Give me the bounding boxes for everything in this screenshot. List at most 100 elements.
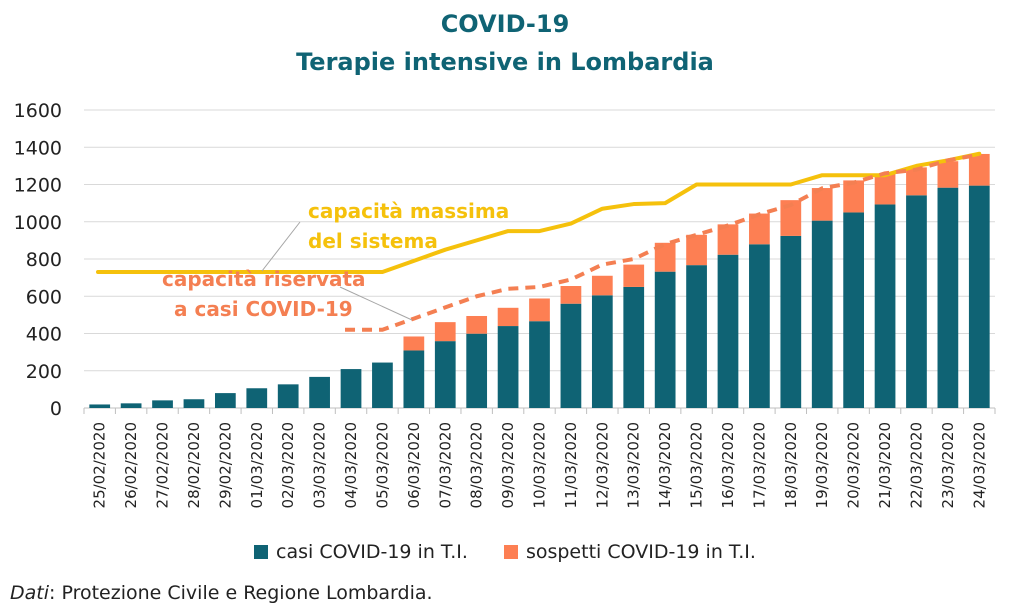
annotation-capacita-massima: capacità massima <box>308 199 509 223</box>
bar-casi <box>372 362 393 408</box>
legend-label-sospetti: sospetti COVID-19 in T.I. <box>525 541 756 563</box>
bar-casi <box>968 185 990 408</box>
x-tick-label: 03/03/2020 <box>311 422 329 508</box>
legend-label-casi: casi COVID-19 in T.I. <box>276 541 468 563</box>
bar-sospetti <box>874 173 896 205</box>
bar-casi <box>906 195 927 408</box>
x-tick-label: 18/03/2020 <box>782 422 800 508</box>
bar-casi <box>89 404 111 408</box>
x-tick-label: 06/03/2020 <box>405 422 423 508</box>
bar-casi <box>120 403 142 408</box>
legend-item-sospetti: sospetti COVID-19 in T.I. <box>503 541 756 563</box>
bar-sospetti <box>591 275 613 296</box>
bar-sospetti <box>434 322 456 342</box>
bar-sospetti <box>843 180 865 213</box>
bar-sospetti <box>811 188 833 221</box>
bar-casi <box>152 400 173 408</box>
x-tick-label: 02/03/2020 <box>279 422 297 508</box>
x-tick-label: 10/03/2020 <box>531 422 549 508</box>
bar-sospetti <box>717 224 739 255</box>
y-tick-label: 1600 <box>14 100 62 122</box>
x-tick-label: 19/03/2020 <box>813 422 831 508</box>
chart-legend: casi COVID-19 in T.I. sospetti COVID-19 … <box>0 541 1010 563</box>
x-tick-label: 28/02/2020 <box>185 422 203 508</box>
bar-sospetti <box>466 315 488 334</box>
bar-casi <box>591 295 613 408</box>
x-tick-label: 01/03/2020 <box>248 422 266 508</box>
bar-casi <box>497 326 519 408</box>
y-tick-label: 400 <box>26 324 62 346</box>
bar-casi <box>277 384 299 408</box>
bar-casi <box>466 333 488 408</box>
bar-casi <box>309 376 330 408</box>
y-tick-label: 800 <box>26 249 62 271</box>
y-tick-label: 1000 <box>14 212 62 234</box>
chart-title: COVID-19 <box>440 10 570 38</box>
x-tick-label: 08/03/2020 <box>468 422 486 508</box>
x-tick-label: 05/03/2020 <box>373 422 391 508</box>
x-tick-label: 20/03/2020 <box>845 422 863 508</box>
bar-casi <box>246 388 268 408</box>
source-label: Dati <box>10 582 50 604</box>
legend-swatch-casi <box>254 545 269 559</box>
x-tick-label: 22/03/2020 <box>907 422 925 508</box>
legend-item-casi: casi COVID-19 in T.I. <box>254 541 468 563</box>
x-tick-label: 26/02/2020 <box>122 422 140 508</box>
chart-subtitle: Terapie intensive in Lombardia <box>296 48 714 76</box>
bar-sospetti <box>403 336 425 351</box>
bar-casi <box>654 271 676 408</box>
bar-sospetti <box>780 200 802 236</box>
bar-sospetti <box>937 161 959 188</box>
bar-sospetti <box>749 213 770 245</box>
legend-swatch-sospetti <box>503 545 518 559</box>
x-tick-label: 21/03/2020 <box>876 422 894 508</box>
y-tick-label: 1400 <box>14 137 62 159</box>
y-tick-label: 0 <box>50 398 62 420</box>
bar-casi <box>529 321 550 408</box>
x-tick-label: 09/03/2020 <box>499 422 517 508</box>
x-tick-label: 13/03/2020 <box>625 422 643 508</box>
x-tick-label: 29/02/2020 <box>216 422 234 508</box>
bar-casi <box>843 212 865 408</box>
bar-sospetti <box>560 286 582 304</box>
x-tick-label: 23/03/2020 <box>939 422 957 508</box>
bar-sospetti <box>497 307 519 327</box>
bar-sospetti <box>623 264 645 287</box>
source-note: Dati: Protezione Civile e Regione Lombar… <box>10 582 433 604</box>
bar-casi <box>403 350 425 408</box>
annotation-leader-riservata <box>339 286 413 321</box>
bar-casi <box>560 303 582 408</box>
x-tick-label: 12/03/2020 <box>593 422 611 508</box>
annotation-leader-massima <box>261 221 301 272</box>
source-text: : Protezione Civile e Regione Lombardia. <box>49 582 433 604</box>
bar-sospetti <box>686 234 707 266</box>
bar-sospetti <box>968 153 990 186</box>
x-tick-label: 25/02/2020 <box>91 422 109 508</box>
chart-canvas: 0 200 400 600 800 1000 1200 1400 1600 25/02/2020 2… <box>14 100 996 508</box>
bar-casi <box>340 369 362 408</box>
x-tick-label: 14/03/2020 <box>656 422 674 508</box>
bar-sospetti <box>529 298 550 322</box>
bar-casi <box>780 235 802 408</box>
y-tick-label: 600 <box>26 286 62 308</box>
y-tick-label: 1200 <box>14 175 62 197</box>
x-tick-label: 17/03/2020 <box>750 422 768 508</box>
y-tick-label: 200 <box>26 361 62 383</box>
bar-casi <box>214 393 236 408</box>
bar-sospetti <box>654 242 676 272</box>
x-tick-label: 27/02/2020 <box>154 422 172 508</box>
bar-casi <box>434 341 456 408</box>
line-capacita-massima <box>96 151 982 275</box>
bar-casi <box>811 220 833 408</box>
bar-casi <box>183 399 205 408</box>
x-tick-label: 07/03/2020 <box>436 422 454 508</box>
x-tick-label: 15/03/2020 <box>688 422 706 508</box>
bar-casi <box>717 254 739 408</box>
x-tick-label: 16/03/2020 <box>719 422 737 508</box>
bar-casi <box>749 244 770 408</box>
bar-sospetti <box>906 167 927 196</box>
bar-casi <box>874 204 896 408</box>
annotation-capacita-massima: del sistema <box>308 229 438 253</box>
bar-casi <box>623 286 645 408</box>
x-tick-label: 24/03/2020 <box>970 422 988 508</box>
